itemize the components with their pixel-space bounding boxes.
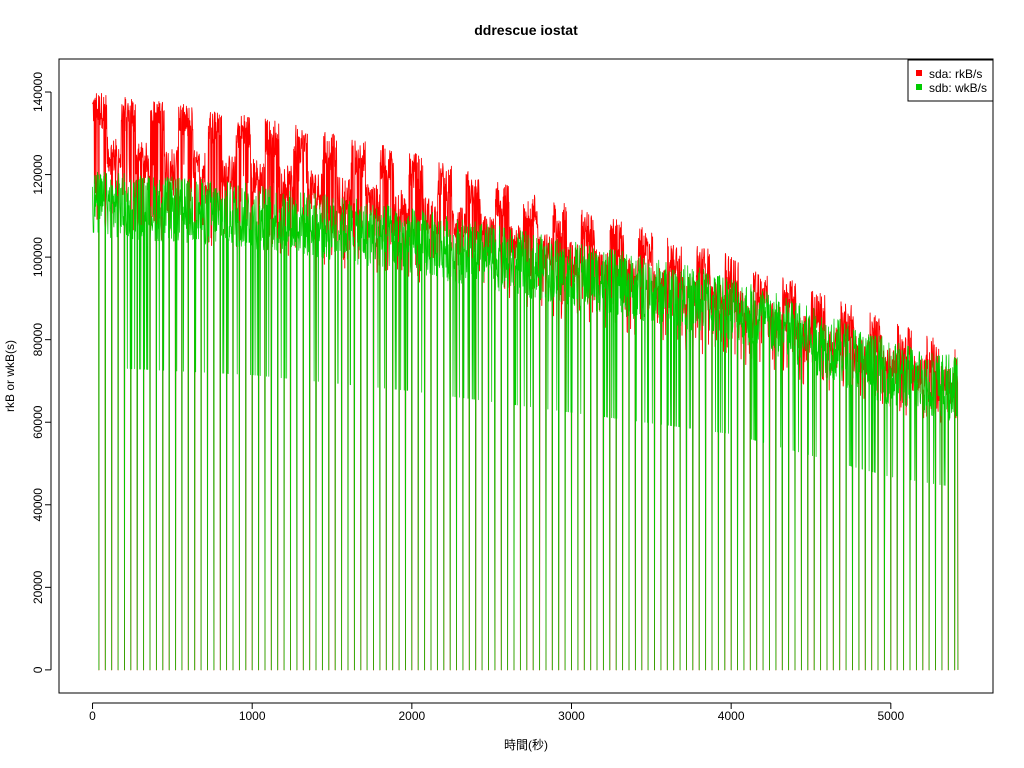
x-tick-label: 2000	[398, 709, 425, 723]
series-line-sda	[92, 92, 959, 671]
y-tick-label: 0	[31, 666, 45, 673]
x-tick-label: 4000	[718, 709, 745, 723]
axes-layer: 0 1000 2000 3000 4000 5000 0 20000 40000 60000 800…	[31, 72, 904, 723]
y-tick-label: 140000	[31, 72, 45, 112]
y-tick-label: 40000	[31, 488, 45, 522]
y-tick-label: 100000	[31, 237, 45, 277]
x-tick-label: 1000	[239, 709, 266, 723]
series-line-sdb	[92, 171, 959, 671]
legend: sda: rkB/s sdb: wkB/s	[907, 59, 994, 102]
y-tick-label: 120000	[31, 154, 45, 194]
legend-swatch-sda	[916, 70, 922, 76]
legend-swatch-sdb	[916, 84, 922, 90]
y-tick-label: 20000	[31, 570, 45, 604]
x-axis-label: 時間(秒)	[504, 738, 548, 752]
legend-label-sdb: sdb: wkB/s	[929, 81, 987, 95]
legend-box	[907, 59, 994, 102]
y-axis-label: rkB or wkB(s)	[3, 340, 17, 412]
x-tick-label: 5000	[877, 709, 904, 723]
x-tick-label: 0	[89, 709, 96, 723]
chart-title: ddrescue iostat	[474, 22, 578, 38]
y-tick-label: 60000	[31, 405, 45, 439]
y-tick-label: 80000	[31, 323, 45, 357]
x-tick-label: 3000	[558, 709, 585, 723]
legend-label-sda: sda: rkB/s	[929, 67, 982, 81]
series-layer	[92, 92, 959, 671]
plot-frame	[58, 58, 994, 694]
